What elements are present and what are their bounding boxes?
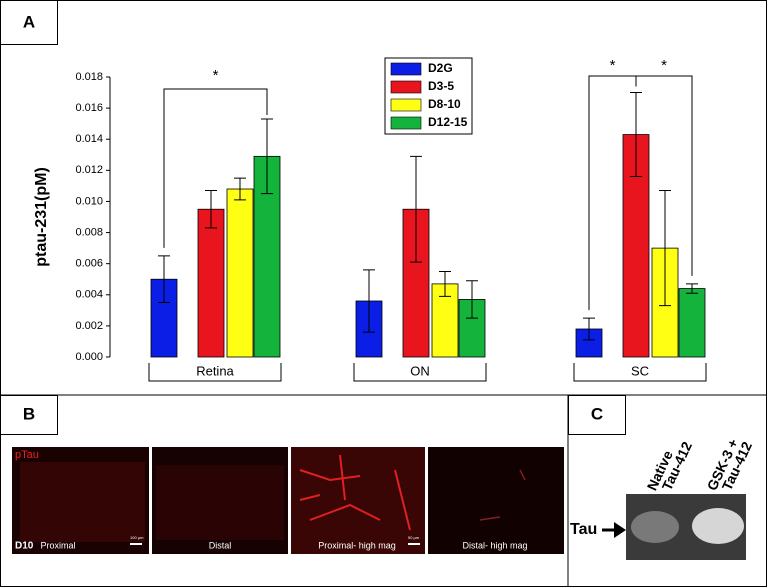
significance-star: * [661,57,667,74]
x-tick-label: SC [631,363,649,378]
significance-bracket [163,88,268,248]
image-caption: Distal- high mag [462,540,527,550]
error-bar [363,269,375,333]
blot-band [631,511,679,543]
scale-bar [130,543,142,545]
legend-swatch [390,116,422,130]
blot-band [692,508,744,544]
panel-label: C [591,404,603,423]
y-tick-label: 0.008 [75,226,103,238]
panel-label-box [568,395,626,435]
error-bar [205,190,217,229]
error-bar [410,155,422,263]
significance-bracket [588,75,693,311]
image-caption: Proximal- high mag [318,540,396,550]
y-tick-label: 0.018 [75,71,103,83]
legend-swatch [390,62,422,76]
bar [197,208,225,358]
error-bar [659,190,671,307]
legend-label: D3-5 [428,79,454,93]
micrograph-fibers [299,454,411,531]
day-label: D10 [15,541,34,552]
band-label: Tau [570,521,597,538]
category-bracket [573,363,707,382]
x-tick-label: ON [410,363,430,378]
y-axis-label: ptau-231(pM) [33,167,50,267]
error-bar [466,280,478,319]
panel-label: B [23,404,35,423]
y-tick-label: 0.012 [75,164,103,176]
y-tick-label: 0.006 [75,258,103,270]
y-tick-label: 0.010 [75,195,103,207]
x-tick-label: Retina [196,363,234,378]
panel-label-box [0,395,58,435]
error-bar [158,255,170,304]
significance-star: * [610,57,616,74]
error-bar [583,317,595,341]
error-bar [234,177,246,201]
scale-bar-label: 100 µm [130,535,144,540]
y-tick-label: 0.000 [75,351,103,363]
stain-label: pTau [15,449,39,461]
image-caption: Distal [209,540,232,550]
legend-label: D2G [428,61,453,75]
micrographs [12,447,564,554]
error-bar [630,92,642,178]
category-bracket [148,363,282,382]
legend-swatch [390,98,422,112]
micrograph [291,447,425,554]
y-tick-label: 0.004 [75,289,103,301]
micrograph-fibers [479,469,526,521]
error-bar [439,270,451,297]
micrograph [428,447,564,554]
legend-label: D8-10 [428,97,461,111]
arrowhead [614,522,626,538]
legend-swatch [390,80,422,94]
image-caption: Proximal [40,540,75,550]
error-bar [261,118,273,195]
legend-label: D12-15 [428,115,468,129]
micrograph-tissue [20,462,145,542]
bar [678,288,706,358]
y-tick-label: 0.002 [75,320,103,332]
bar [226,188,254,358]
micrograph-tissue [156,465,284,540]
category-bracket [353,363,487,382]
scale-bar-label: 50 µm [408,535,420,540]
panel-label-box [0,0,58,45]
y-tick-label: 0.016 [75,102,103,114]
y-tick-label: 0.014 [75,133,103,145]
scale-bar [408,543,420,545]
significance-star: * [213,67,219,84]
error-bar [686,283,698,294]
panel-label: A [23,12,35,31]
